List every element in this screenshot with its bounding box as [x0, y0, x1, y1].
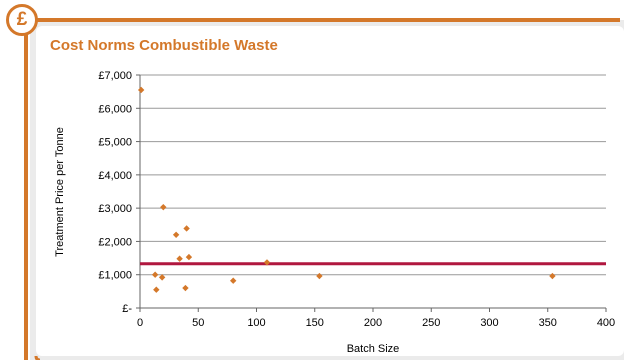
- data-point: [137, 86, 145, 94]
- y-tick-label: £6,000: [98, 103, 132, 115]
- y-tick-label: £2,000: [98, 236, 132, 248]
- axis-labels: Batch Size Treatment Price per Tonne: [54, 127, 399, 355]
- data-point: [549, 272, 556, 280]
- y-axis-title: Treatment Price per Tonne: [54, 127, 66, 257]
- data-point: [263, 259, 271, 266]
- x-tick-label: 0: [137, 317, 143, 329]
- x-tick-label: 400: [597, 317, 615, 329]
- x-tick-label: 150: [306, 317, 324, 329]
- data-point: [158, 274, 166, 281]
- y-tick-label: £5,000: [98, 137, 132, 149]
- data-point: [176, 255, 183, 262]
- y-tick-label: £7,000: [98, 70, 132, 82]
- pound-sign-icon: £: [6, 4, 38, 36]
- x-axis-title: Batch Size: [347, 343, 400, 355]
- data-point: [183, 225, 190, 232]
- chart-title: Cost Norms Combustible Waste: [50, 37, 278, 54]
- x-tick-label: 50: [192, 317, 204, 329]
- x-tick-label: 300: [480, 317, 498, 329]
- y-tick-label: £4,000: [98, 170, 132, 182]
- data-point: [153, 286, 160, 293]
- y-tick-label: £-: [122, 303, 132, 315]
- data-point: [172, 231, 180, 238]
- gridlines: [140, 74, 606, 276]
- x-tick-label: 100: [247, 317, 265, 329]
- data-point: [316, 272, 323, 280]
- data-point: [151, 271, 159, 278]
- x-tick-label: 200: [364, 317, 382, 329]
- data-points: [137, 86, 556, 293]
- badge-symbol: £: [16, 9, 28, 30]
- x-tick-label: 350: [539, 317, 557, 329]
- axes: £- £1,000 £2,000 £3,000 £4,000 £5,000 £6,000 £7…: [98, 70, 615, 329]
- data-point: [230, 277, 237, 284]
- data-point: [185, 253, 193, 261]
- x-tick-label: 250: [422, 317, 440, 329]
- y-tick-label: £1,000: [98, 270, 132, 282]
- data-point: [182, 284, 189, 292]
- y-tick-label: £3,000: [98, 203, 132, 215]
- data-point: [160, 203, 167, 211]
